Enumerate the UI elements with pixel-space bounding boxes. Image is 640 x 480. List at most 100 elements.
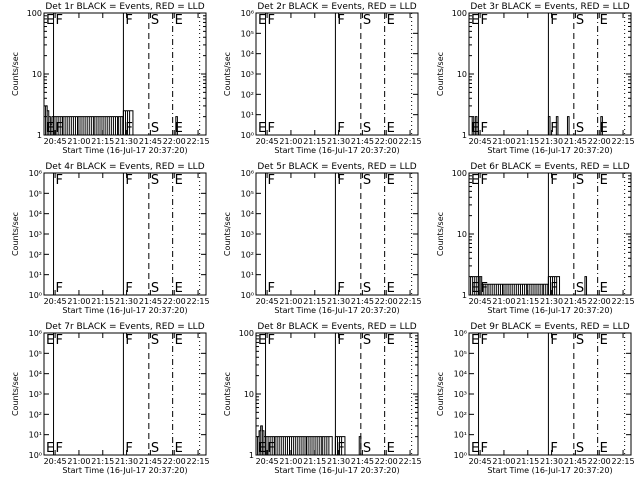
flag-label-bottom: S — [363, 441, 371, 456]
x-tick-label: 22:15 — [399, 457, 422, 466]
flag-label-bottom: F — [481, 281, 488, 296]
detector-panel: Det 5r BLACK = Events, RED = LLD 10⁰ 10¹ 10… — [223, 162, 422, 315]
flag-label-top: E — [387, 13, 395, 28]
flag-label-top: F — [550, 173, 557, 188]
detector-panel: Det 2r BLACK = Events, RED = LLD 10⁰ 10¹ 10… — [223, 2, 422, 155]
flag-label-top: F — [337, 173, 344, 188]
flag-label-bottom: S — [151, 281, 159, 296]
x-axis-label: Start Time (16-Jul-17 20:37:20) — [487, 466, 612, 475]
y-tick-label: 10⁶ — [454, 329, 467, 338]
x-tick-label: 22:15 — [187, 297, 210, 306]
flag-label-bottom: S — [363, 281, 371, 296]
flag-label-bottom: F — [337, 121, 344, 136]
panel-title: Det 6r BLACK = Events, RED = LLD — [470, 162, 629, 172]
flag-label-top: E — [471, 13, 479, 28]
x-tick-label: 21:45 — [139, 457, 162, 466]
y-tick-label: 10¹ — [454, 431, 467, 440]
flag-label-bottom: F — [337, 281, 344, 296]
flag-label-bottom: S — [576, 121, 584, 136]
flag-label-top: E — [258, 333, 266, 348]
flag-label-top: S — [576, 173, 584, 188]
y-axis-label: Counts/sec — [223, 52, 232, 96]
x-tick-label: 21:00 — [67, 137, 90, 146]
flag-label-bottom: S — [151, 121, 159, 136]
flag-label-bottom: F — [125, 441, 132, 456]
x-tick-label: 21:15 — [516, 457, 539, 466]
x-tick-label: 21:30 — [540, 297, 563, 306]
y-tick-label: 10 — [32, 70, 42, 79]
flag-label-top: S — [576, 13, 584, 28]
x-tick-label: 20:45 — [469, 137, 492, 146]
plot-frame — [468, 332, 632, 456]
x-tick-label: 20:45 — [44, 137, 67, 146]
x-axis-label: Start Time (16-Jul-17 20:37:20) — [274, 466, 399, 475]
x-tick-label: 21:30 — [327, 137, 350, 146]
panel-title: Det 2r BLACK = Events, RED = LLD — [257, 2, 416, 12]
y-axis-label: Counts/sec — [436, 372, 445, 416]
x-tick-label: 21:15 — [303, 457, 326, 466]
x-tick-label: 22:00 — [588, 457, 611, 466]
y-tick-label: 10⁵ — [241, 189, 254, 198]
x-tick-label: 20:45 — [469, 457, 492, 466]
x-tick-label: 22:15 — [612, 297, 635, 306]
y-tick-label: 1 — [462, 131, 467, 140]
flag-label-top: F — [550, 13, 557, 28]
y-tick-label: 10³ — [29, 390, 42, 399]
y-tick-label: 10⁴ — [454, 370, 467, 379]
flag-label-top: E — [600, 173, 608, 188]
flag-label-top: F — [481, 13, 488, 28]
panel-title: Det 9r BLACK = Events, RED = LLD — [470, 322, 629, 332]
x-tick-label: 20:45 — [256, 457, 279, 466]
flag-label-top: E — [471, 173, 479, 188]
flag-label-bottom: F — [125, 281, 132, 296]
x-tick-label: 21:45 — [139, 137, 162, 146]
x-tick-label: 21:15 — [91, 297, 114, 306]
x-tick-label: 21:00 — [67, 297, 90, 306]
y-tick-label: 10⁵ — [454, 349, 467, 358]
y-tick-label: 10¹ — [29, 271, 42, 280]
flag-label-top: E — [46, 333, 54, 348]
y-tick-label: 10⁵ — [29, 189, 42, 198]
flag-label-bottom: E — [387, 281, 395, 296]
x-axis-label: Start Time (16-Jul-17 20:37:20) — [62, 466, 187, 475]
y-tick-label: 10⁴ — [241, 50, 254, 59]
y-tick-label: 10² — [29, 410, 42, 419]
x-tick-label: 21:45 — [351, 297, 374, 306]
x-tick-label: 21:00 — [492, 137, 515, 146]
x-tick-label: 20:45 — [44, 297, 67, 306]
panel-title: Det 8r BLACK = Events, RED = LLD — [257, 322, 416, 332]
flag-label-bottom: F — [550, 121, 557, 136]
flag-label-top: S — [151, 333, 159, 348]
flag-label-top: E — [600, 13, 608, 28]
flag-label-top: F — [550, 333, 557, 348]
x-tick-label: 21:30 — [115, 137, 138, 146]
flag-label-bottom: E — [471, 441, 479, 456]
y-tick-label: 10 — [457, 70, 467, 79]
flag-label-top: S — [363, 173, 371, 188]
x-tick-label: 22:15 — [612, 137, 635, 146]
y-tick-label: 10² — [241, 250, 254, 259]
flag-label-bottom: S — [151, 441, 159, 456]
y-tick-label: 100 — [452, 9, 467, 18]
y-tick-label: 1 — [249, 451, 254, 460]
flag-label-top: S — [576, 333, 584, 348]
y-axis-label: Counts/sec — [11, 212, 20, 256]
detector-panel: Det 6r BLACK = Events, RED = LLD 1 10 100 20… — [436, 162, 635, 315]
x-tick-label: 21:30 — [540, 457, 563, 466]
x-axis-label: Start Time (16-Jul-17 20:37:20) — [62, 146, 187, 155]
flag-label-bottom: E — [175, 441, 183, 456]
flag-label-bottom: E — [387, 121, 395, 136]
flag-label-bottom: F — [550, 441, 557, 456]
y-axis-label: Counts/sec — [436, 52, 445, 96]
x-tick-label: 20:45 — [256, 137, 279, 146]
flag-label-top: E — [387, 173, 395, 188]
x-tick-label: 21:00 — [492, 297, 515, 306]
flag-label-top: E — [600, 333, 608, 348]
y-tick-label: 10³ — [29, 230, 42, 239]
y-tick-label: 10⁰ — [454, 451, 467, 460]
y-tick-label: 10⁶ — [241, 9, 254, 18]
flag-label-bottom: F — [481, 441, 488, 456]
x-tick-label: 21:30 — [115, 457, 138, 466]
flag-label-bottom: F — [268, 281, 275, 296]
x-tick-label: 20:45 — [44, 457, 67, 466]
